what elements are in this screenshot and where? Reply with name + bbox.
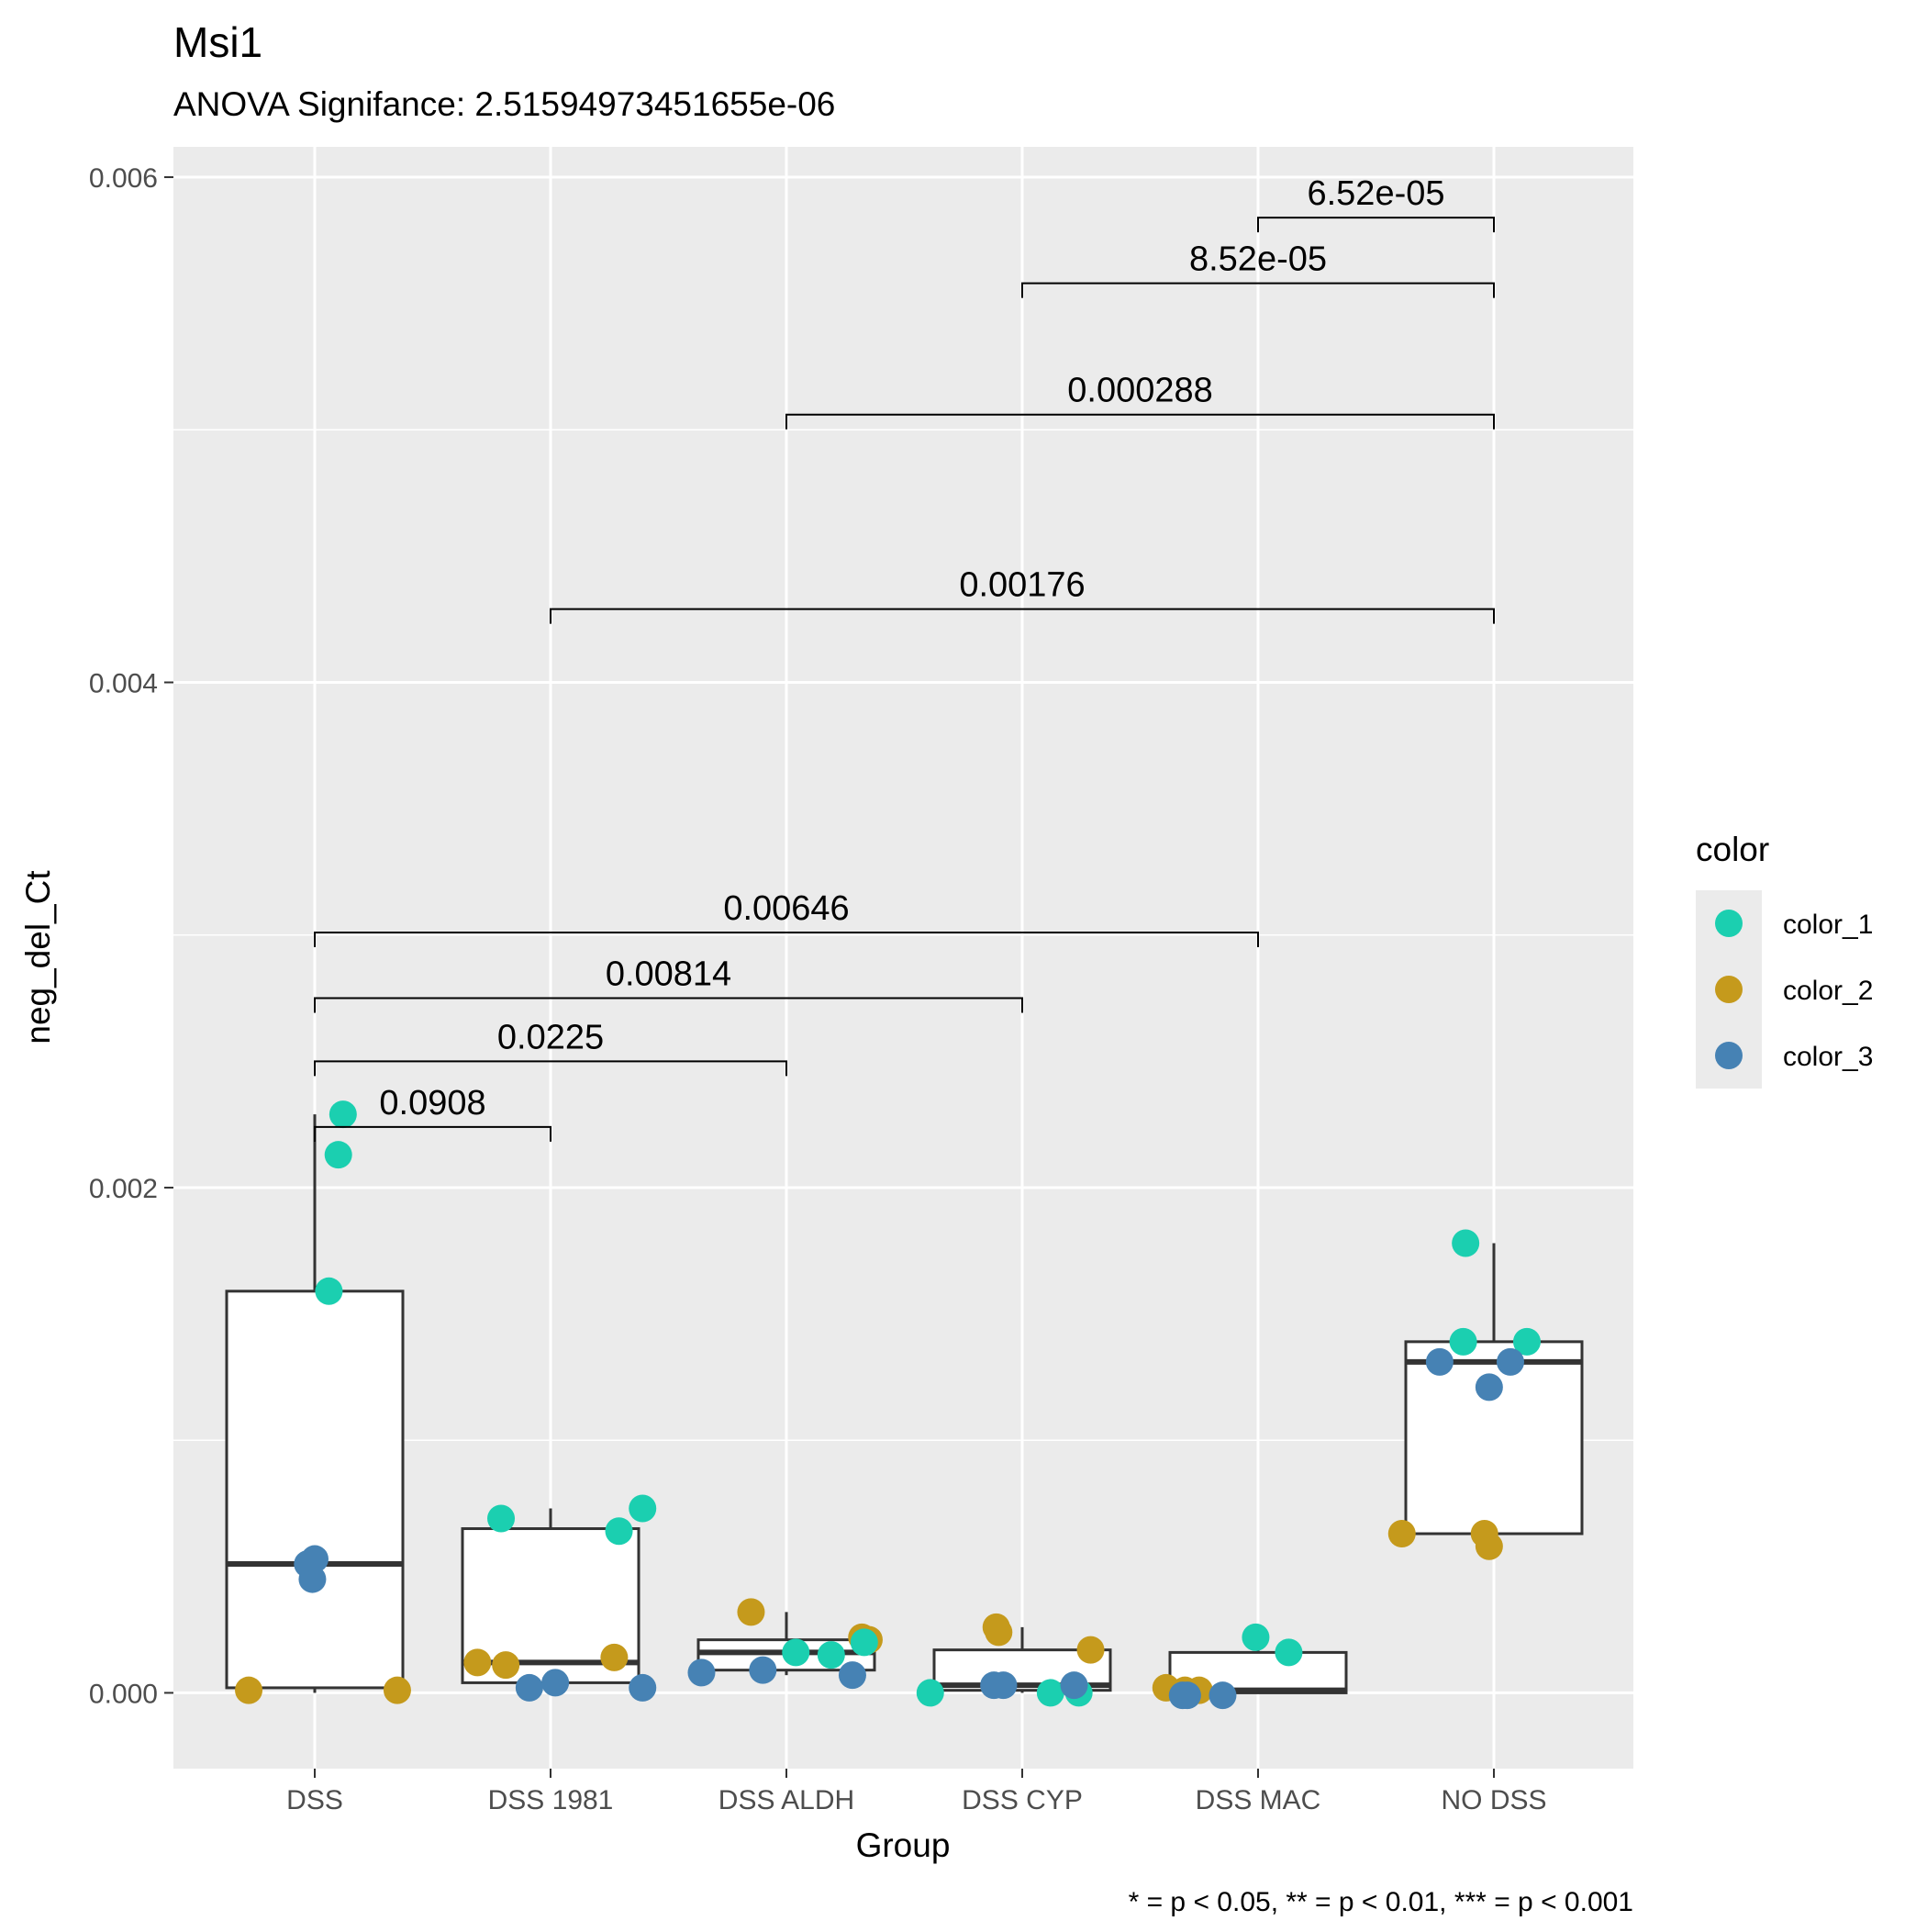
- data-point-color-1: [315, 1277, 343, 1305]
- data-point-color-1: [916, 1679, 944, 1707]
- data-point-color-2: [463, 1648, 492, 1677]
- data-point-color-2: [235, 1676, 263, 1704]
- data-point-color-2: [985, 1618, 1013, 1647]
- legend-swatch: [1715, 976, 1743, 1003]
- y-tick-label: 0.006: [89, 163, 158, 194]
- data-point-color-2: [1475, 1532, 1503, 1560]
- legend-title: color: [1696, 831, 1769, 868]
- y-tick-label: 0.002: [89, 1174, 158, 1204]
- comparison-label: 0.00814: [606, 955, 731, 994]
- legend-label: color_1: [1783, 910, 1873, 940]
- comparison-label: 0.0225: [497, 1018, 604, 1056]
- comparison-label: 0.000288: [1067, 372, 1213, 410]
- grid-minor: [173, 429, 1633, 1441]
- data-point-color-2: [492, 1651, 520, 1680]
- x-tick-label: NO DSS: [1441, 1785, 1546, 1815]
- comparison-bracket: [314, 997, 1023, 1013]
- data-point-color-1: [605, 1517, 633, 1546]
- y-tick-label: 0.000: [89, 1679, 158, 1709]
- data-point-color-3: [749, 1656, 777, 1684]
- data-point-color-3: [1173, 1681, 1201, 1710]
- data-point-color-1: [817, 1641, 845, 1670]
- data-point-color-2: [600, 1643, 629, 1671]
- data-point-color-1: [782, 1638, 810, 1667]
- data-point-color-3: [838, 1661, 866, 1690]
- data-point-color-1: [850, 1628, 878, 1657]
- data-point-color-1: [487, 1504, 516, 1533]
- chart-title: Msi1: [173, 18, 262, 66]
- data-point-color-3: [989, 1671, 1018, 1700]
- chart-subtitle: ANOVA Signifance: 2.51594973451655e-06: [173, 85, 835, 123]
- comparison-bracket: [314, 1125, 551, 1142]
- legend: color color_1 color_2 color_3: [1696, 831, 1873, 1089]
- data-point-color-3: [541, 1669, 570, 1697]
- data-point-color-2: [1387, 1520, 1416, 1548]
- y-tick-label: 0.004: [89, 668, 158, 698]
- data-point-color-3: [1475, 1373, 1503, 1402]
- data-point-color-1: [1512, 1327, 1541, 1356]
- data-point-color-3: [1496, 1347, 1524, 1376]
- comparison-label: 8.52e-05: [1189, 240, 1327, 279]
- comparison-label: 0.00646: [723, 889, 849, 928]
- legend-label: color_2: [1783, 976, 1873, 1006]
- x-axis-label: Group: [856, 1826, 951, 1864]
- comparison-bracket: [550, 608, 1495, 624]
- legend-swatch: [1715, 1042, 1743, 1069]
- plot-panel: [173, 147, 1633, 1769]
- comparison-bracket: [1021, 282, 1495, 298]
- box-rect: [225, 1290, 405, 1690]
- data-point-color-2: [383, 1676, 411, 1704]
- x-axis: DSS DSS 1981 DSS ALDH DSS CYP DSS MAC NO DSS: [286, 1769, 1547, 1815]
- data-point-color-2: [1076, 1636, 1105, 1664]
- comparison-bracket: [314, 931, 1259, 947]
- chart-caption: * = p < 0.05, ** = p < 0.01, *** = p < 0…: [1129, 1887, 1633, 1917]
- data-point-color-3: [301, 1545, 329, 1573]
- legend-label: color_3: [1783, 1042, 1873, 1072]
- data-point-color-1: [1036, 1679, 1064, 1707]
- comparison-label: 6.52e-05: [1307, 174, 1444, 213]
- grid-major: [173, 147, 1633, 1769]
- comparison-label: 0.00176: [959, 566, 1085, 605]
- data-point-color-3: [1209, 1681, 1237, 1710]
- comparison-label: 0.0908: [379, 1084, 485, 1122]
- data-point-color-3: [687, 1658, 716, 1687]
- comparison-bracket: [1257, 217, 1495, 233]
- data-point-color-1: [324, 1141, 352, 1169]
- data-point-color-1: [1452, 1229, 1480, 1257]
- data-point-color-1: [329, 1100, 357, 1129]
- data-point-color-2: [737, 1598, 765, 1626]
- comparison-bracket: [314, 1060, 787, 1077]
- data-point-color-3: [1060, 1671, 1088, 1700]
- x-tick-label: DSS MAC: [1196, 1785, 1321, 1815]
- y-axis-label: neg_del_Ct: [19, 870, 57, 1044]
- y-axis: 0.000 0.002 0.004 0.006: [89, 163, 173, 1709]
- data-point-color-3: [298, 1565, 327, 1593]
- x-tick-label: DSS ALDH: [718, 1785, 854, 1815]
- comparison-bracket: [785, 413, 1495, 430]
- data-point-color-3: [515, 1673, 543, 1702]
- data-point-color-1: [1242, 1623, 1270, 1651]
- x-tick-label: DSS CYP: [962, 1785, 1083, 1815]
- x-tick-label: DSS 1981: [488, 1785, 614, 1815]
- x-tick-label: DSS: [286, 1785, 343, 1815]
- legend-swatch: [1715, 910, 1743, 937]
- data-point-color-3: [629, 1673, 657, 1702]
- data-point-color-3: [1425, 1347, 1454, 1376]
- data-point-color-1: [1275, 1638, 1303, 1667]
- data-point-color-1: [629, 1494, 657, 1523]
- data-points: [235, 1100, 1541, 1710]
- data-point-color-1: [1449, 1327, 1477, 1356]
